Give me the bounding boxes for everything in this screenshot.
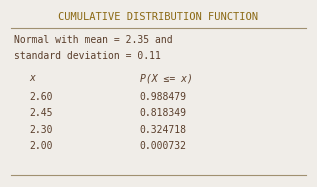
Text: 2.30: 2.30	[30, 125, 53, 135]
Text: P(X ≤= x): P(X ≤= x)	[140, 73, 192, 83]
Text: 0.988479: 0.988479	[140, 92, 187, 102]
Text: 2.45: 2.45	[30, 108, 53, 118]
Text: 2.00: 2.00	[30, 141, 53, 151]
Text: 0.818349: 0.818349	[140, 108, 187, 118]
Text: standard deviation = 0.11: standard deviation = 0.11	[14, 51, 161, 61]
Text: 0.000732: 0.000732	[140, 141, 187, 151]
Text: 2.60: 2.60	[30, 92, 53, 102]
Text: Normal with mean = 2.35 and: Normal with mean = 2.35 and	[14, 35, 172, 45]
Text: x: x	[30, 73, 36, 83]
Text: CUMULATIVE DISTRIBUTION FUNCTION: CUMULATIVE DISTRIBUTION FUNCTION	[59, 13, 258, 22]
Text: 0.324718: 0.324718	[140, 125, 187, 135]
